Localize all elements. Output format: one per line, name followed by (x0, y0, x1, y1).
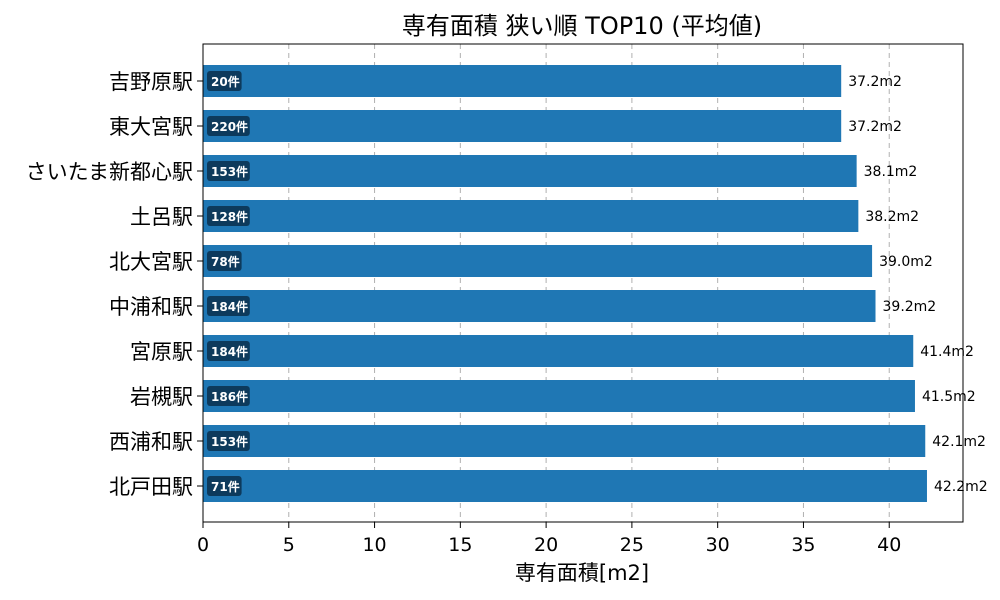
bar (203, 200, 859, 232)
category-label: 土呂駅 (130, 205, 193, 229)
count-label: 153件 (211, 164, 248, 179)
count-label: 153件 (211, 434, 248, 449)
category-label: 宮原駅 (130, 340, 193, 364)
category-label: 西浦和駅 (109, 430, 193, 454)
bar (203, 335, 914, 367)
value-label: 39.2m2 (883, 299, 937, 315)
x-tick-label: 0 (197, 534, 209, 556)
count-badge (207, 476, 242, 496)
x-tick-label: 35 (791, 534, 815, 556)
count-label: 184件 (211, 299, 248, 314)
x-ticks: 0 5 10 15 20 25 30 35 40 (197, 522, 901, 556)
category-label: さいたま新都心駅 (26, 160, 193, 184)
bar (203, 65, 842, 97)
category-label: 中浦和駅 (109, 295, 193, 319)
x-tick-label: 20 (534, 534, 558, 556)
count-label: 128件 (211, 209, 248, 224)
category-label: 吉野原駅 (109, 70, 193, 94)
count-label: 186件 (211, 389, 248, 404)
category-label: 岩槻駅 (130, 385, 193, 409)
count-badge (207, 386, 250, 406)
value-label: 42.2m2 (934, 479, 988, 495)
bar (203, 110, 842, 142)
bar (203, 380, 915, 412)
count-label: 71件 (211, 479, 240, 494)
x-tick-label: 40 (877, 534, 901, 556)
value-label: 41.5m2 (922, 389, 976, 405)
bar (203, 470, 927, 502)
count-badge (207, 296, 250, 316)
category-label: 北戸田駅 (109, 475, 193, 499)
x-tick-label: 10 (362, 534, 386, 556)
count-label: 220件 (211, 119, 248, 134)
value-label: 38.2m2 (865, 209, 919, 225)
x-axis-label: 専有面積[m2] (515, 561, 649, 585)
value-label: 41.4m2 (920, 344, 974, 360)
x-tick-label: 25 (620, 534, 644, 556)
count-badge (207, 206, 250, 226)
count-label: 184件 (211, 344, 248, 359)
count-label: 20件 (211, 74, 240, 89)
value-label: 42.1m2 (932, 434, 986, 450)
category-label: 東大宮駅 (109, 115, 193, 139)
x-tick-label: 5 (283, 534, 295, 556)
count-label: 78件 (211, 254, 240, 269)
value-label: 38.1m2 (864, 164, 918, 180)
count-badge (207, 431, 250, 451)
bar (203, 155, 857, 187)
count-badge (207, 116, 250, 136)
category-label: 北大宮駅 (109, 250, 193, 274)
bar (203, 425, 926, 457)
chart-title: 専有面積 狭い順 TOP10 (平均値) (402, 12, 762, 40)
x-tick-label: 30 (706, 534, 730, 556)
x-tick-label: 15 (448, 534, 472, 556)
plot-frame (202, 43, 964, 523)
value-label: 37.2m2 (848, 119, 902, 135)
count-badge (207, 251, 242, 271)
count-badge (207, 71, 242, 91)
bar (203, 245, 873, 277)
count-badge (207, 341, 250, 361)
count-badge (207, 161, 250, 181)
value-label: 37.2m2 (848, 74, 902, 90)
bar (203, 290, 876, 322)
value-label: 39.0m2 (879, 254, 933, 270)
